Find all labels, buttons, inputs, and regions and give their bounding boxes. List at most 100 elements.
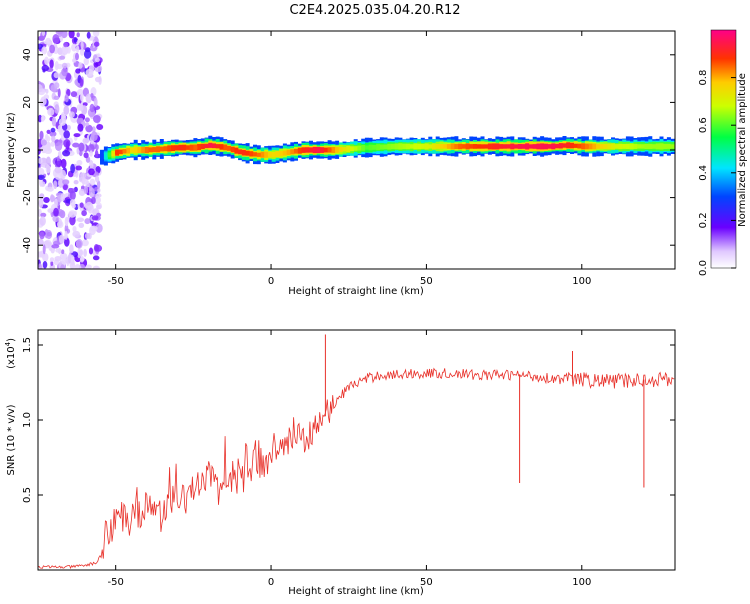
noise-blob [68, 210, 77, 218]
band-cell [424, 143, 429, 150]
band-cell [391, 143, 395, 150]
band-core-cell [476, 145, 481, 148]
noise-blob [92, 31, 100, 38]
band-core-cell [152, 148, 157, 151]
band-cell [413, 143, 418, 150]
noise-blob [50, 127, 56, 133]
noise-blob [42, 244, 46, 255]
noise-blob [41, 31, 46, 36]
colorbar-tick-label: 0.8 [698, 70, 709, 86]
noise-blob [76, 159, 83, 166]
colorbar-tick-label: 0.4 [698, 165, 709, 181]
band-cell [379, 144, 384, 150]
noise-blob [41, 46, 48, 55]
noise-blob [64, 94, 69, 103]
noise-blob [38, 84, 43, 93]
noise-blob [61, 255, 67, 266]
noise-blob [78, 188, 86, 196]
band-cell [417, 143, 422, 150]
spectrogram-x-ticks: -50 0 50 100 [108, 31, 591, 287]
band-cell [111, 151, 116, 157]
band-cell [637, 144, 642, 149]
noise-blob [78, 142, 85, 152]
band-core-cell [163, 147, 168, 151]
band-cell [353, 146, 358, 151]
noise-blob [53, 207, 59, 217]
x-tick-label: 0 [268, 276, 274, 287]
noise-blob [43, 197, 50, 203]
band-core-cell [316, 148, 321, 152]
band-core-cell [148, 148, 153, 152]
colorbar: 0.0 0.2 0.4 0.6 0.8 Normalized spectral ampl… [698, 29, 748, 276]
noise-blob [95, 223, 103, 233]
noise-blob [50, 141, 56, 147]
noise-blob [53, 180, 58, 189]
colorbar-tick-label: 0.0 [698, 260, 709, 276]
noise-blob [94, 149, 99, 158]
band-core-cell [200, 145, 205, 148]
band-cell [361, 145, 366, 151]
x-tick-label: 100 [572, 577, 591, 588]
band-cell [271, 152, 276, 158]
noise-blob [41, 139, 48, 146]
noise-blob [39, 216, 46, 226]
noise-blob [72, 226, 77, 232]
band-cell [141, 146, 146, 154]
y-tick-label: 1.0 [22, 412, 33, 428]
band-core-cell [309, 148, 313, 152]
x-tick-label: 0 [268, 577, 274, 588]
noise-blob [97, 188, 101, 193]
band-core-cell [305, 148, 310, 152]
noise-blob [79, 103, 84, 112]
noise-blob [73, 180, 79, 185]
band-core-cell [461, 145, 466, 148]
band-cell [435, 144, 440, 149]
band-cell [350, 146, 354, 152]
band-cell [264, 151, 269, 158]
noise-blob [57, 88, 61, 98]
x-tick-label: 100 [572, 276, 591, 287]
band-cell [286, 149, 291, 156]
noise-blob [40, 212, 47, 218]
noise-blob [85, 124, 93, 133]
band-core-cell [115, 151, 120, 154]
noise-blob [40, 162, 49, 168]
band-cell [596, 144, 601, 149]
band-core-cell [215, 144, 220, 148]
band-core-cell [256, 153, 261, 157]
colorbar-ticks: 0.0 0.2 0.4 0.6 0.8 [698, 70, 736, 276]
noise-blob [58, 118, 67, 126]
noise-blob [83, 152, 89, 159]
band-cell [335, 146, 340, 153]
noise-blob [57, 220, 64, 229]
noise-blob [93, 61, 99, 68]
noise-blob [87, 144, 95, 153]
noise-blob [58, 154, 63, 160]
noise-blob [50, 194, 55, 203]
noise-blob [39, 193, 45, 200]
band-core-cell [297, 149, 302, 153]
band-cell [357, 145, 362, 151]
noise-blob [54, 198, 58, 208]
band-core-cell [245, 151, 250, 155]
colorbar-tick-label: 0.2 [698, 212, 709, 228]
noise-blob [55, 31, 64, 35]
noise-blob [45, 88, 49, 94]
noise-blob [78, 222, 85, 228]
x-tick-label: -50 [108, 577, 124, 588]
noise-blob [75, 52, 79, 61]
noise-blob [72, 142, 80, 148]
noise-blob [51, 135, 56, 143]
band-core-cell [312, 148, 317, 152]
band-core-cell [551, 145, 556, 148]
noise-blob [94, 76, 102, 83]
x-tick-label: -50 [108, 276, 124, 287]
band-cell [409, 144, 414, 149]
band-cell [100, 154, 105, 160]
band-cell [103, 152, 108, 159]
noise-blob [44, 229, 49, 239]
noise-blob [83, 57, 90, 66]
y-tick-label: 0 [22, 147, 33, 153]
noise-blob [45, 136, 51, 142]
noise-blob [54, 104, 60, 114]
